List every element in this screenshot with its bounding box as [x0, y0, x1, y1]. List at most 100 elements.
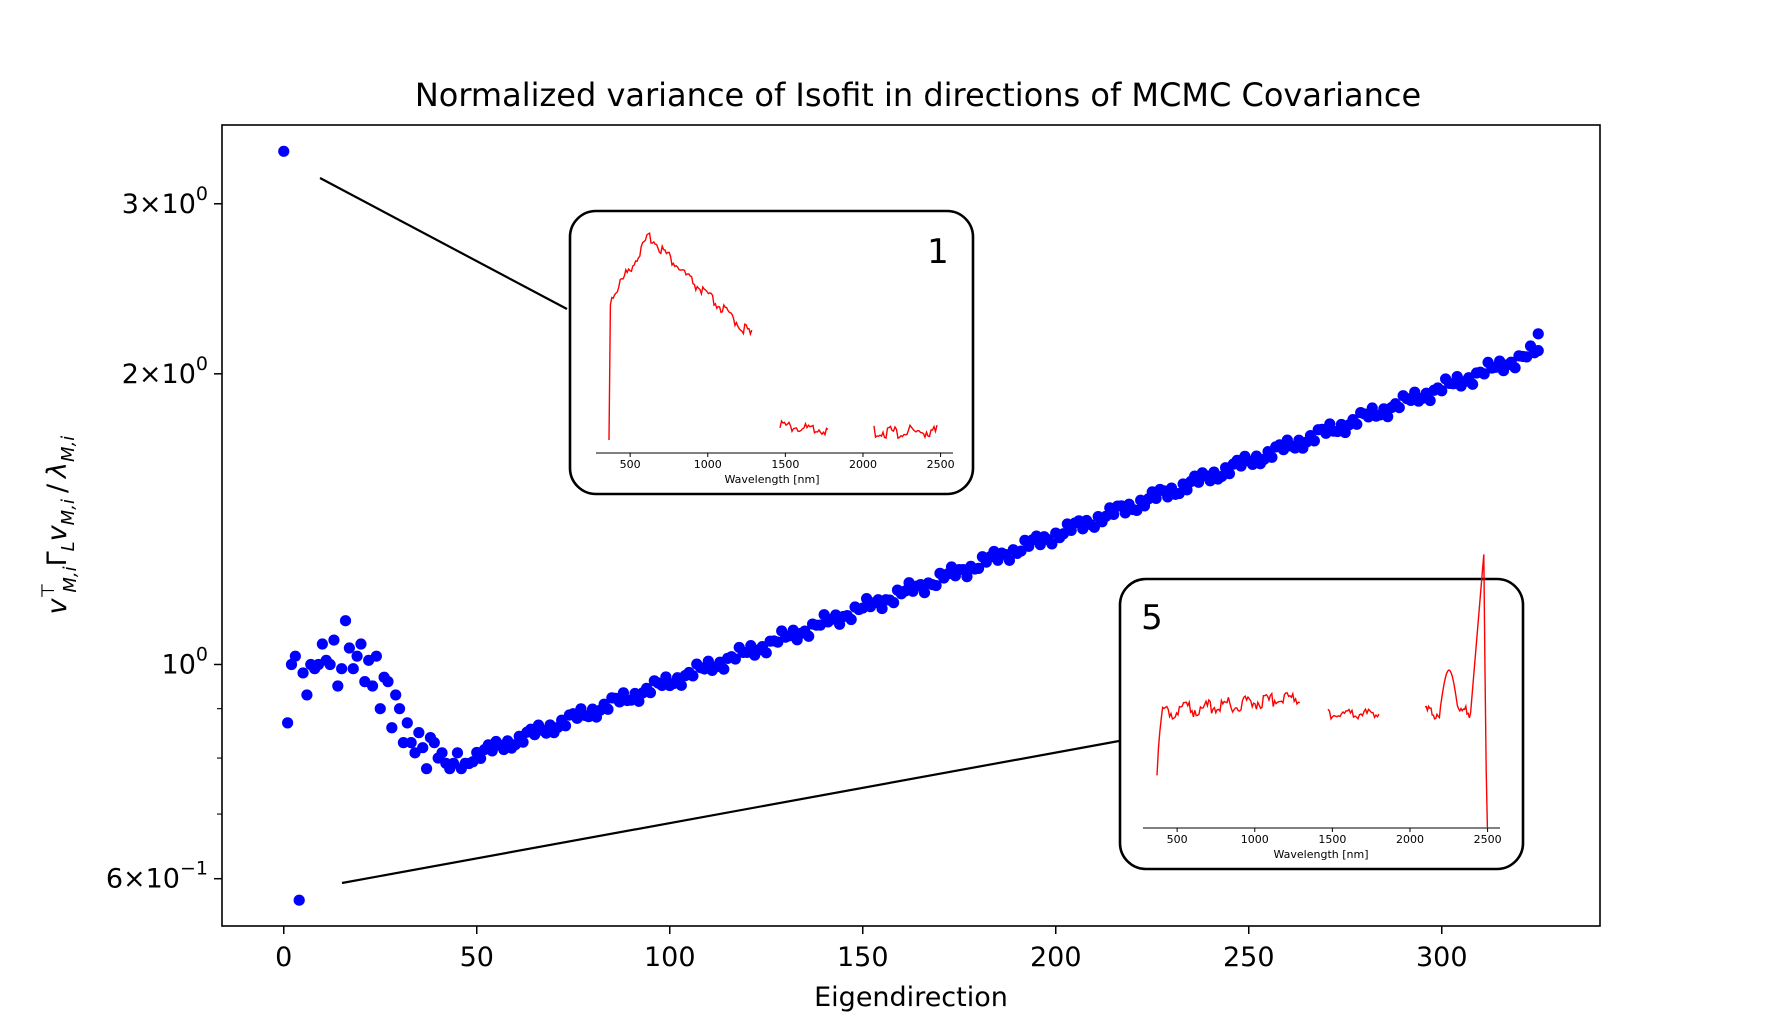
- y-label-v2: v: [42, 524, 73, 541]
- inset-5-spectrum-segment-3: [1424, 554, 1489, 829]
- data-point: [405, 737, 417, 749]
- data-point: [1532, 345, 1544, 357]
- y-label-sub2: L: [58, 541, 79, 551]
- x-tick-label: 300: [1416, 942, 1468, 973]
- data-point: [888, 597, 900, 609]
- y-label-slash: /: [42, 483, 73, 493]
- inset-tick-label: 2500: [927, 458, 955, 471]
- chart-title: Normalized variance of Isofit in directi…: [415, 76, 1421, 114]
- data-point: [656, 679, 668, 692]
- data-point: [397, 737, 410, 749]
- y-tick-exp: −1: [180, 858, 208, 880]
- y-tick-times: ×: [139, 359, 162, 390]
- data-point: [413, 727, 425, 739]
- data-point: [1266, 451, 1278, 463]
- inset-5-spectrum-segment-2: [1327, 707, 1380, 721]
- data-point: [1424, 394, 1436, 407]
- y-tick-base: 10: [146, 864, 180, 895]
- data-point: [1532, 328, 1544, 340]
- data-point: [386, 722, 398, 734]
- data-point: [336, 663, 348, 675]
- data-point: [374, 703, 386, 715]
- data-point: [289, 650, 301, 662]
- y-tick-label: 100: [162, 643, 208, 680]
- data-point: [347, 663, 359, 675]
- y-tick-label: 3×100: [122, 183, 208, 220]
- y-tick-exp: 0: [196, 183, 208, 205]
- data-point: [1003, 554, 1016, 566]
- inset-tick-label: 2000: [1396, 833, 1424, 846]
- data-point: [972, 562, 985, 574]
- inset-1-x-ticks: 500 1000 1500 2000 2500: [620, 453, 955, 471]
- inset-tick-label: 1500: [1318, 833, 1346, 846]
- x-tick-label: 150: [837, 942, 889, 973]
- x-axis-ticks: 0 50 100 150 200 250 300: [275, 926, 1468, 973]
- data-point: [1192, 476, 1205, 488]
- data-point: [390, 689, 402, 701]
- data-point: [660, 671, 672, 683]
- data-point: [1351, 418, 1363, 430]
- x-tick-label: 200: [1030, 942, 1082, 973]
- data-point: [644, 687, 657, 699]
- y-tick-base: 10: [162, 359, 196, 390]
- data-point: [332, 680, 344, 692]
- data-point: [675, 679, 687, 691]
- data-point: [1509, 362, 1521, 374]
- inset-5: 5 500 1000 1500 2000 2500 Wavelength [nm]: [1118, 554, 1525, 871]
- data-point: [803, 630, 815, 642]
- data-point: [1046, 538, 1058, 550]
- inset-1: 1 500 1000 1500 2000 2500 Wavelength [nm]: [568, 209, 975, 496]
- x-tick-label: 50: [460, 942, 494, 973]
- data-point: [517, 736, 529, 748]
- data-point: [687, 670, 699, 682]
- y-tick-exp: 0: [196, 353, 208, 375]
- y-label-lambda: λ: [42, 462, 73, 480]
- data-point: [393, 703, 406, 715]
- x-tick-label: 100: [644, 942, 696, 973]
- data-point: [1181, 484, 1193, 496]
- inset-tick-label: 2500: [1474, 833, 1502, 846]
- data-point: [961, 571, 973, 583]
- data-point: [1436, 385, 1448, 397]
- y-tick-mantissa: 3: [122, 189, 139, 220]
- data-point: [559, 720, 572, 732]
- inset-tick-label: 500: [620, 458, 641, 471]
- x-axis-label: Eigendirection: [814, 982, 1008, 1013]
- y-tick-label: 2×100: [122, 353, 208, 390]
- data-point: [872, 594, 884, 606]
- scatter-points: [278, 145, 1544, 906]
- inset-tick-label: 2000: [849, 458, 877, 471]
- y-tick-label: 6×10−1: [106, 858, 208, 895]
- inset-1-leader-line: [319, 177, 568, 310]
- y-tick-exp: 0: [196, 643, 208, 665]
- inset-tick-label: 500: [1167, 833, 1188, 846]
- data-point: [451, 747, 464, 759]
- data-point: [324, 658, 336, 671]
- data-point: [285, 658, 298, 671]
- data-point: [1393, 401, 1405, 414]
- data-point: [297, 667, 309, 679]
- inset-tick-label: 1500: [771, 458, 799, 471]
- data-point: [1108, 508, 1120, 521]
- y-tick-base: 10: [162, 649, 196, 680]
- data-point: [1223, 468, 1236, 480]
- data-point: [1467, 378, 1479, 390]
- data-point: [633, 695, 645, 707]
- data-point: [718, 663, 730, 675]
- data-point: [343, 642, 355, 654]
- inset-5-box: [1118, 577, 1525, 871]
- y-tick-mantissa: 6: [106, 864, 123, 895]
- data-point: [1308, 435, 1320, 447]
- data-point: [366, 680, 379, 692]
- data-point: [486, 745, 498, 757]
- data-point: [282, 717, 294, 729]
- svg-text:v⊤M,iΓLvM,i/λM,i: v⊤M,iΓLvM,i/λM,i: [38, 436, 81, 615]
- y-label-sub3: M,i: [58, 499, 79, 525]
- data-point: [436, 747, 448, 759]
- inset-tick-label: 1000: [694, 458, 722, 471]
- inset-1-spectrum-segment-3: [873, 423, 938, 440]
- data-point: [370, 650, 382, 662]
- data-point: [876, 602, 888, 615]
